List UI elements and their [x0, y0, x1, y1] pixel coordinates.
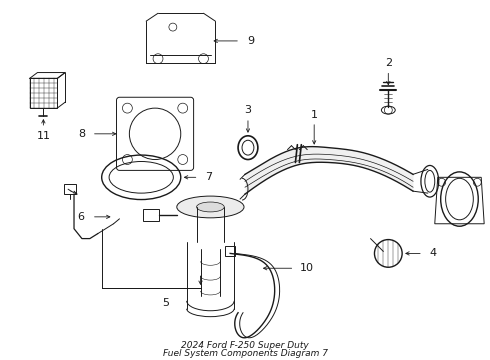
Text: 3: 3	[245, 105, 251, 115]
Text: 2: 2	[385, 58, 392, 68]
Text: 4: 4	[430, 248, 437, 258]
Bar	[29, 78, 57, 108]
Text: Fuel System Components Diagram 7: Fuel System Components Diagram 7	[163, 349, 327, 358]
Text: 9: 9	[247, 36, 254, 46]
Bar	[143, 209, 159, 221]
Text: 6: 6	[77, 212, 84, 222]
Text: 11: 11	[36, 131, 50, 141]
Text: 5: 5	[162, 298, 170, 308]
Text: 7: 7	[205, 172, 213, 182]
Text: 1: 1	[311, 110, 318, 120]
Text: 2024 Ford F-250 Super Duty: 2024 Ford F-250 Super Duty	[181, 341, 309, 350]
Bar	[64, 184, 76, 194]
Text: 8: 8	[78, 129, 85, 139]
Ellipse shape	[196, 202, 224, 212]
Text: 10: 10	[299, 263, 314, 273]
Ellipse shape	[177, 196, 244, 218]
Bar	[225, 247, 235, 256]
